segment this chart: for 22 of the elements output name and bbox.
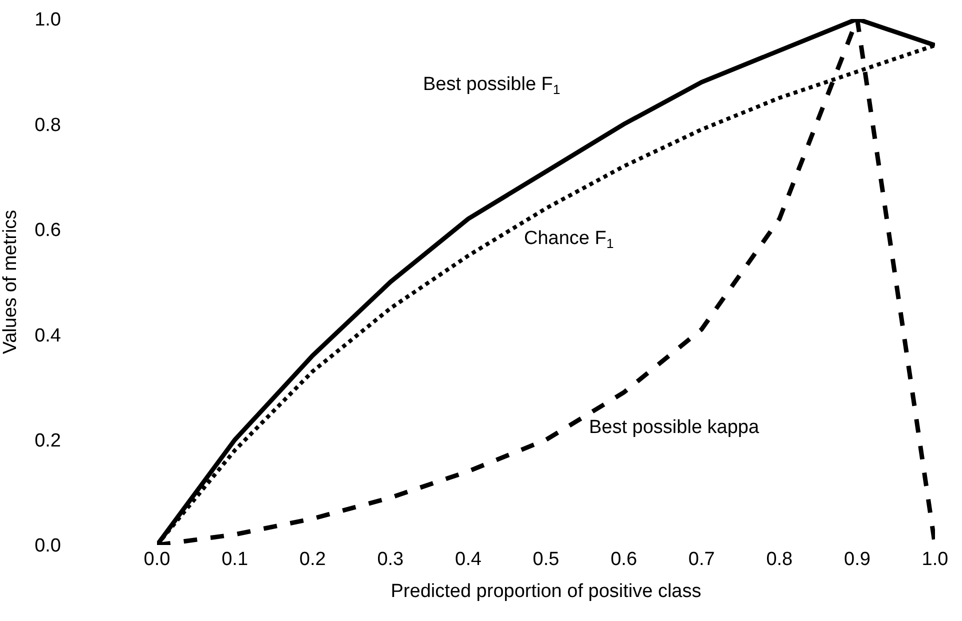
y-tick-label: 0.8	[34, 114, 61, 136]
annotation: Best possible kappa	[589, 417, 760, 438]
x-tick-label: 0.4	[454, 549, 482, 570]
x-tick-label: 1.0	[922, 549, 948, 570]
y-tick-label: 0.0	[34, 536, 61, 557]
x-tick-label: 0.0	[144, 549, 170, 570]
x-tick-label: 0.9	[844, 549, 870, 570]
annotation: Chance F$_{1}$	[524, 228, 614, 251]
y-tick-label: 0.2	[34, 430, 61, 452]
x-axis-title: Predicted proportion of positive class	[390, 580, 702, 602]
y-axis-title: Values of metrics	[0, 210, 21, 354]
x-tick-label: 0.6	[610, 549, 638, 570]
x-tick-label: 0.8	[766, 549, 793, 570]
x-tick-label: 0.2	[299, 549, 326, 570]
x-tick-label: 0.5	[532, 549, 560, 570]
x-tick-label: 0.3	[377, 549, 404, 570]
y-tick-label: 1.0	[34, 10, 61, 31]
x-tick-label: 0.1	[222, 549, 248, 570]
annotation: Best possible F$_{1}$	[423, 74, 560, 97]
y-tick-label: 0.4	[34, 325, 62, 346]
y-tick-label: 0.6	[34, 220, 61, 242]
x-tick-label: 0.7	[688, 549, 715, 570]
